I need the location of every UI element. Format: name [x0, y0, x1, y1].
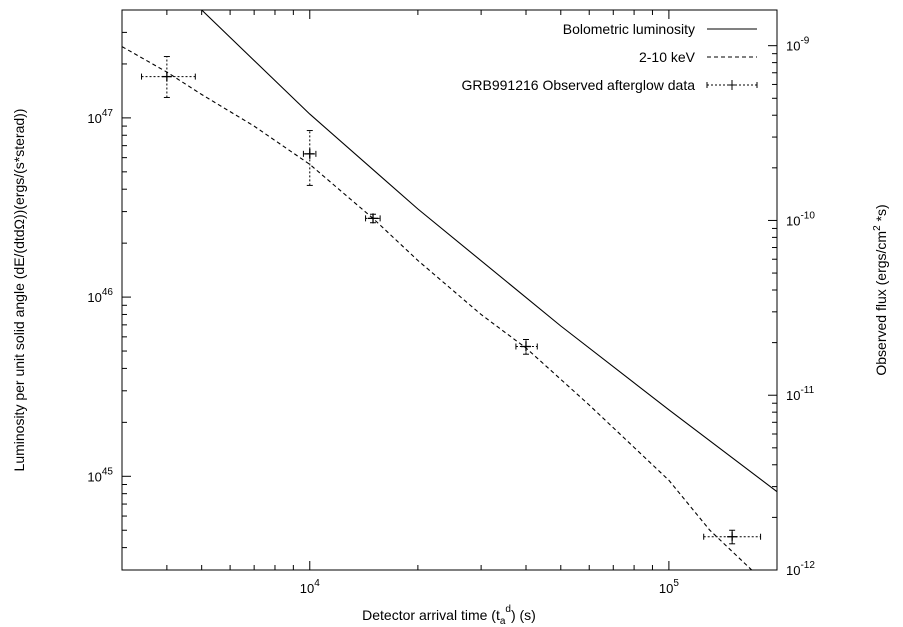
- ticks: [122, 10, 777, 571]
- x-tick-label: 104: [300, 578, 320, 596]
- y2-tick-label: 10-9: [786, 36, 810, 54]
- plot-frame: [121, 9, 778, 571]
- y-axis-title: Luminosity per unit solid angle (dE/(dtd…: [11, 109, 27, 472]
- series-line-bolometric: [201, 10, 777, 493]
- series-line-keV: [122, 46, 753, 570]
- y-tick-label: 1046: [87, 287, 113, 305]
- data-point: [141, 56, 196, 98]
- y-tick-label: 1045: [87, 466, 113, 484]
- data-point: [703, 529, 762, 545]
- series-layer: [122, 10, 777, 570]
- legend-label: Bolometric luminosity: [563, 21, 695, 37]
- legend: Bolometric luminosity 2-10 keV GRB991216 O…: [462, 21, 758, 93]
- data-point: [515, 338, 538, 355]
- y2-axis-title: Observed flux (ergs/cm2 *s): [872, 204, 889, 375]
- y-tick-label: 1047: [87, 108, 113, 126]
- y2-tick-label: 10-11: [786, 385, 815, 403]
- y2-tick-label: 10-12: [786, 560, 815, 578]
- y2-tick-label: 10-10: [786, 210, 815, 228]
- legend-label: 2-10 keV: [639, 49, 696, 65]
- x-tick-label: 105: [659, 578, 679, 596]
- legend-label: GRB991216 Observed afterglow data: [462, 77, 696, 93]
- tick-labels: 104 105 1045 1046 1047 10-12 10-11 10-10 10-9: [87, 36, 815, 596]
- x-axis-title: Detector arrival time (tad) (s): [362, 604, 536, 627]
- data-point: [302, 130, 317, 186]
- data-point: [365, 213, 381, 224]
